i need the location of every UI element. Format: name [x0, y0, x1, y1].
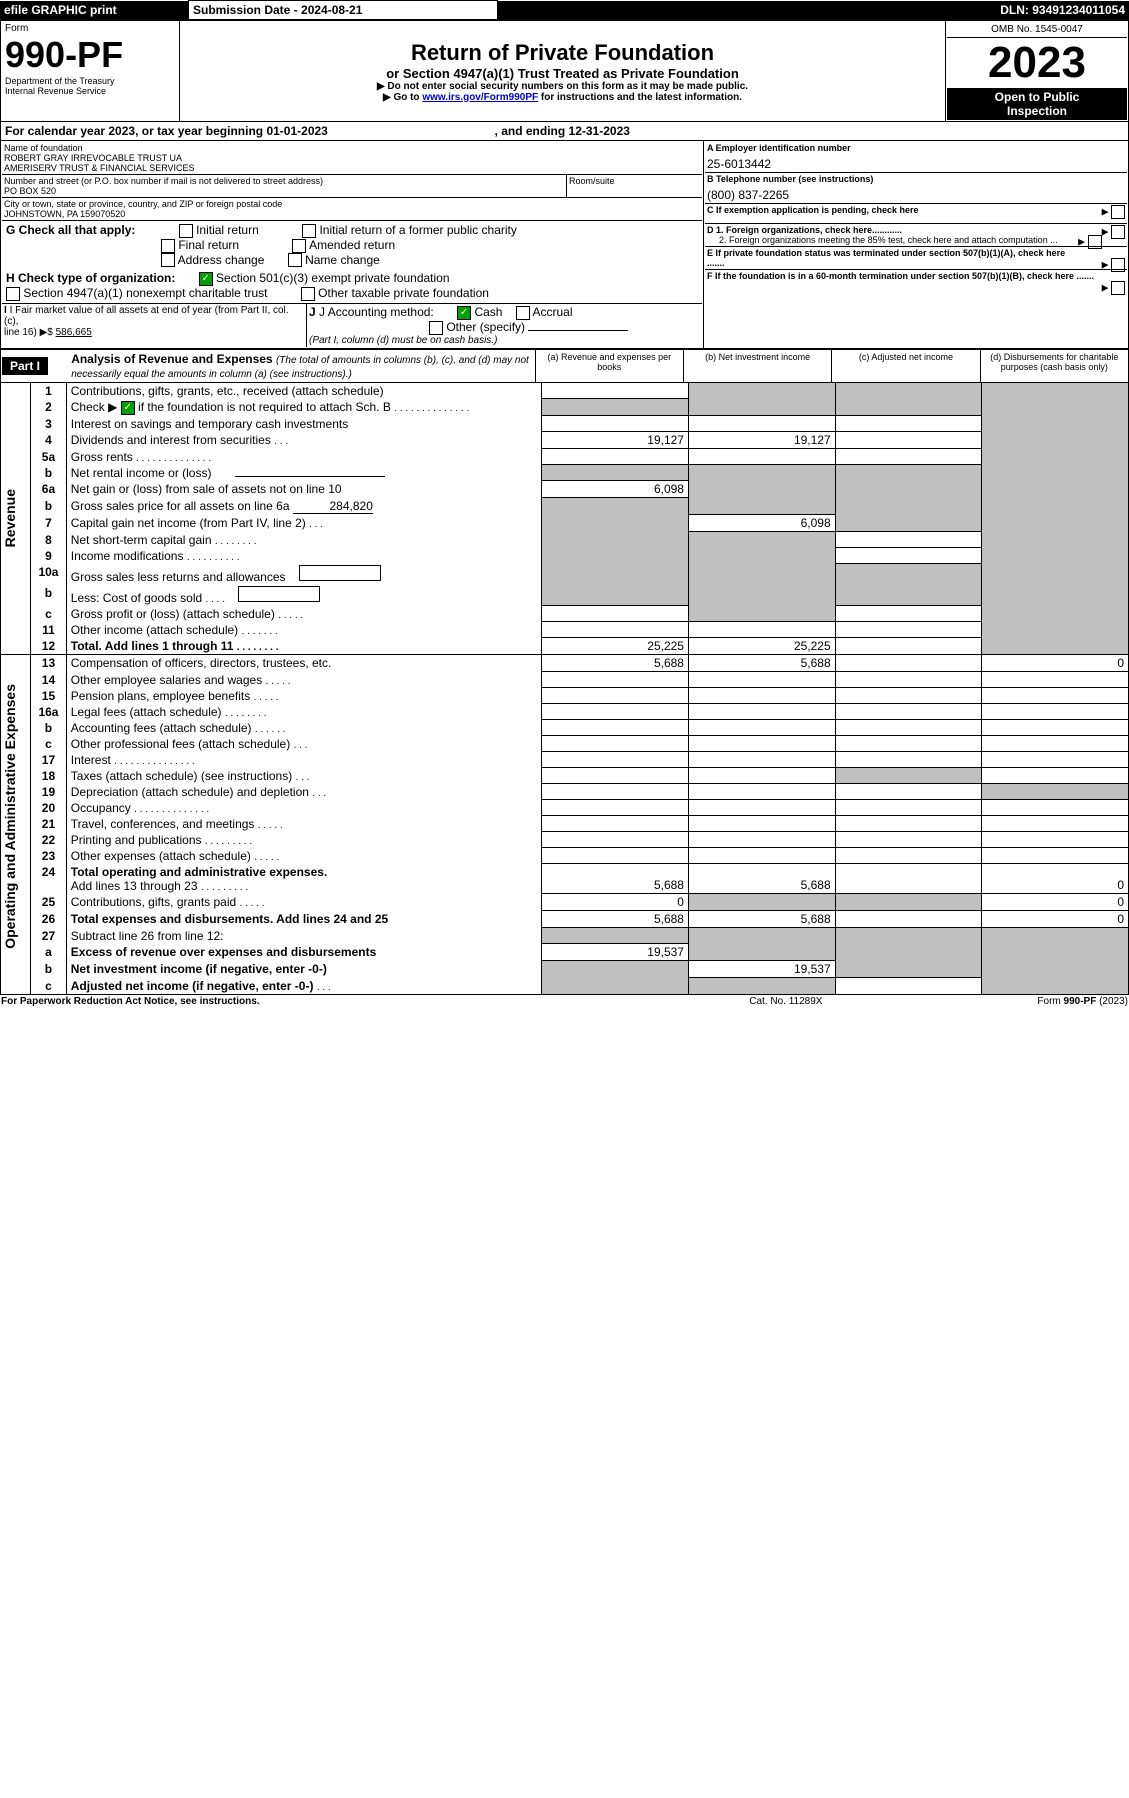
d1-checkbox[interactable]: [1111, 225, 1125, 239]
dept: Department of the Treasury: [5, 76, 175, 86]
r13-col-b: 5,688: [688, 655, 835, 672]
room-label: Room/suite: [569, 176, 700, 186]
r27a-col-a: 19,537: [542, 944, 689, 961]
section-h: H Check type of organization: ✓ Section …: [2, 269, 702, 303]
tax-year: 2023: [947, 38, 1127, 88]
form-title: Return of Private Foundation: [184, 40, 941, 66]
col-c-header: (c) Adjusted net income: [832, 349, 980, 382]
form-number: 990-PF: [5, 34, 175, 76]
accrual-checkbox[interactable]: [516, 306, 530, 320]
r4-col-b: 19,127: [688, 432, 835, 449]
foundation-name-1: ROBERT GRAY IRREVOCABLE TRUST UA: [4, 153, 700, 163]
cash-checkbox[interactable]: ✓: [457, 306, 471, 320]
efile-label[interactable]: efile GRAPHIC print: [0, 1, 189, 20]
submission-date: Submission Date - 2024-08-21: [189, 1, 498, 20]
top-bar: efile GRAPHIC print Submission Date - 20…: [0, 0, 1129, 20]
r13-col-a: 5,688: [542, 655, 689, 672]
fmv-value: 586,665: [56, 327, 92, 338]
r26-col-b: 5,688: [688, 911, 835, 928]
address-change-checkbox[interactable]: [161, 253, 175, 267]
entity-block: Name of foundation ROBERT GRAY IRREVOCAB…: [0, 141, 1129, 349]
revenue-section: Revenue 1 Contributions, gifts, grants, …: [0, 383, 1129, 655]
dln: DLN: 93491234011054: [901, 1, 1129, 20]
r12-col-a: 25,225: [542, 638, 689, 655]
other-method-checkbox[interactable]: [429, 321, 443, 335]
4947-checkbox[interactable]: [6, 287, 20, 301]
paperwork-notice: For Paperwork Reduction Act Notice, see …: [0, 995, 687, 1008]
section-g: G Check all that apply: Initial return I…: [2, 221, 702, 269]
r24-col-d: 0: [982, 864, 1129, 894]
col-d-header: (d) Disbursements for charitable purpose…: [980, 349, 1128, 382]
col-a-header: (a) Revenue and expenses per books: [535, 349, 683, 382]
form990pf-link[interactable]: www.irs.gov/Form990PF: [422, 92, 538, 103]
part1-header: Part I Analysis of Revenue and Expenses …: [0, 349, 1129, 383]
form-label: Form: [5, 23, 175, 34]
form-footer: Form 990-PF (2023): [885, 995, 1129, 1008]
catalog-number: Cat. No. 11289X: [687, 995, 885, 1008]
other-taxable-checkbox[interactable]: [301, 287, 315, 301]
col-b-header: (b) Net investment income: [683, 349, 831, 382]
r24-col-b: 5,688: [688, 864, 835, 894]
c-checkbox[interactable]: [1111, 205, 1125, 219]
name-change-checkbox[interactable]: [288, 253, 302, 267]
page-footer: For Paperwork Reduction Act Notice, see …: [0, 995, 1129, 1008]
address-label: Number and street (or P.O. box number if…: [4, 176, 564, 186]
r27b-col-b: 19,537: [688, 961, 835, 978]
r7-col-b: 6,098: [688, 515, 835, 532]
sch-b-checkbox[interactable]: ✓: [121, 401, 135, 415]
amended-return-checkbox[interactable]: [292, 239, 306, 253]
foundation-name-2: AMERISERV TRUST & FINANCIAL SERVICES: [4, 163, 700, 173]
r12-col-b: 25,225: [688, 638, 835, 655]
inspection: Inspection: [1007, 104, 1067, 118]
initial-former-checkbox[interactable]: [302, 224, 316, 238]
phone: (800) 837-2265: [707, 184, 1125, 202]
address: PO BOX 520: [4, 186, 564, 196]
form-header: Form 990-PF Department of the Treasury I…: [0, 20, 1129, 122]
initial-return-checkbox[interactable]: [179, 224, 193, 238]
f-checkbox[interactable]: [1111, 281, 1125, 295]
501c3-checkbox[interactable]: ✓: [199, 272, 213, 286]
r6b-value: 284,820: [293, 499, 373, 514]
part1-label: Part I: [2, 357, 48, 375]
r26-col-a: 5,688: [542, 911, 689, 928]
r25-col-a: 0: [542, 894, 689, 911]
r26-col-d: 0: [982, 911, 1129, 928]
revenue-label: Revenue: [2, 489, 18, 547]
irs: Internal Revenue Service: [5, 86, 175, 96]
form-subtitle: or Section 4947(a)(1) Trust Treated as P…: [184, 66, 941, 81]
r13-col-d: 0: [982, 655, 1129, 672]
name-label: Name of foundation: [4, 143, 700, 153]
r6a-col-a: 6,098: [542, 481, 689, 498]
phone-label: B Telephone number (see instructions): [707, 174, 1125, 184]
r24-col-a: 5,688: [542, 864, 689, 894]
ein: 25-6013442: [707, 153, 1125, 171]
e-checkbox[interactable]: [1111, 258, 1125, 272]
r25-col-d: 0: [982, 894, 1129, 911]
omb: OMB No. 1545-0047: [947, 22, 1127, 38]
open-public: Open to Public: [995, 90, 1080, 104]
ein-label: A Employer identification number: [707, 143, 1125, 153]
expenses-label: Operating and Administrative Expenses: [2, 684, 18, 949]
d2-checkbox[interactable]: [1088, 235, 1102, 249]
ssn-warning: ▶ Do not enter social security numbers o…: [184, 81, 941, 92]
calendar-year-row: For calendar year 2023, or tax year begi…: [0, 122, 1129, 141]
city-label: City or town, state or province, country…: [4, 199, 700, 209]
city: JOHNSTOWN, PA 159070520: [4, 209, 700, 219]
expenses-section: Operating and Administrative Expenses 13…: [0, 655, 1129, 995]
r4-col-a: 19,127: [542, 432, 689, 449]
final-return-checkbox[interactable]: [161, 239, 175, 253]
